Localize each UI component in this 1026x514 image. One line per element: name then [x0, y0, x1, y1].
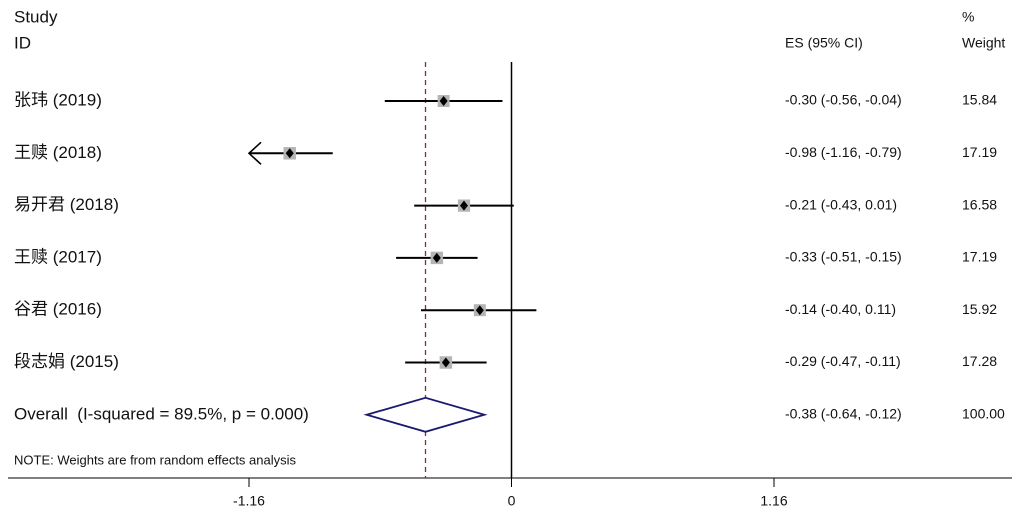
study-label: 易开君 (2018)	[14, 195, 119, 214]
study-label: 王赎 (2017)	[14, 247, 102, 266]
study-label: 张玮 (2019)	[14, 90, 102, 109]
point-estimate	[475, 305, 484, 316]
weight-label: 15.92	[962, 301, 997, 317]
point-estimate	[285, 148, 294, 159]
point-estimate	[439, 96, 448, 106]
ci-label: -0.14 (-0.40, 0.11)	[785, 301, 896, 317]
overall-label: Overall (I-squared = 89.5%, p = 0.000)	[14, 404, 309, 423]
header-es: ES (95% CI)	[785, 35, 863, 51]
ci-arrow	[247, 141, 262, 165]
header-pct: %	[962, 9, 974, 25]
header-study: Study	[14, 7, 58, 26]
study-label: 段志娟 (2015)	[14, 352, 119, 371]
ci-label: -0.30 (-0.56, -0.04)	[785, 92, 902, 108]
point-estimate	[441, 357, 450, 368]
weight-label: 15.84	[962, 92, 997, 108]
ci-label: -0.33 (-0.51, -0.15)	[785, 249, 902, 265]
weight-label: 17.19	[962, 249, 997, 265]
overall-ci-label: -0.38 (-0.64, -0.12)	[785, 406, 902, 422]
overall-diamond	[363, 396, 488, 433]
study-label: 谷君 (2016)	[14, 300, 102, 319]
header-id: ID	[14, 33, 31, 52]
note: NOTE: Weights are from random effects an…	[14, 452, 297, 467]
weight-label: 17.28	[962, 353, 997, 369]
header-weight: Weight	[962, 35, 1005, 51]
weight-label: 16.58	[962, 196, 997, 212]
x-tick-label: 0	[508, 493, 516, 509]
overall-weight-label: 100.00	[962, 406, 1005, 422]
ci-label: -0.21 (-0.43, 0.01)	[785, 196, 897, 212]
x-tick-label: -1.16	[233, 493, 265, 509]
weight-label: 17.19	[962, 144, 997, 160]
point-estimate	[432, 252, 441, 263]
x-tick-label: 1.16	[760, 493, 787, 509]
point-estimate	[459, 200, 468, 211]
study-label: 王赎 (2018)	[14, 143, 102, 162]
ci-label: -0.98 (-1.16, -0.79)	[785, 144, 902, 160]
ci-label: -0.29 (-0.47, -0.11)	[785, 353, 901, 369]
